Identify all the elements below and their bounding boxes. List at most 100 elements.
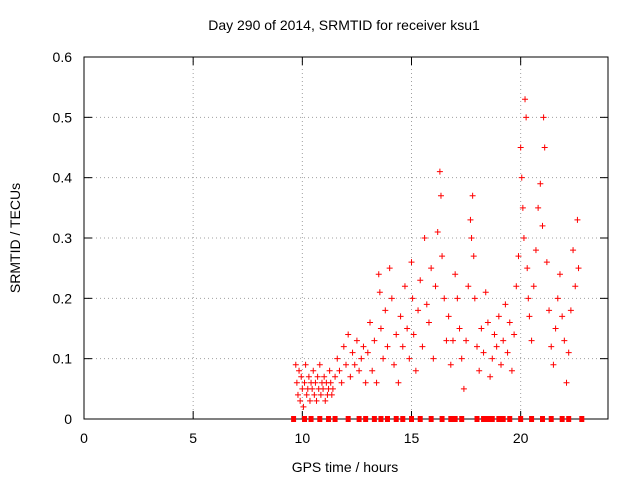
- data-point: [460, 385, 467, 392]
- data-point: [520, 235, 527, 241]
- baseline-marker: [345, 416, 351, 422]
- data-point: [296, 367, 303, 374]
- baseline-marker: [540, 416, 545, 422]
- data-point: [334, 355, 341, 362]
- x-tick-label: 5: [189, 430, 197, 446]
- y-tick-label: 0.2: [53, 290, 73, 306]
- data-point: [556, 271, 563, 278]
- y-tick-label: 0: [64, 411, 72, 427]
- data-point: [332, 373, 339, 380]
- baseline-marker: [452, 416, 458, 422]
- data-point: [441, 295, 448, 302]
- data-point: [302, 361, 309, 368]
- data-point: [404, 325, 411, 332]
- data-point: [428, 265, 435, 272]
- data-point: [474, 343, 480, 350]
- data-point: [506, 319, 513, 326]
- data-point: [456, 325, 463, 332]
- data-point: [559, 313, 566, 320]
- data-point: [478, 325, 485, 332]
- data-point: [388, 295, 395, 302]
- data-point: [409, 295, 416, 302]
- data-point: [395, 379, 402, 386]
- data-point: [393, 331, 400, 338]
- data-point: [328, 391, 335, 398]
- data-point: [292, 361, 299, 368]
- data-point: [310, 367, 317, 374]
- data-point: [508, 367, 515, 374]
- data-point: [301, 379, 308, 386]
- axes: 0 0.1 0.2 0.3 0.4 0.5 0.6 0 5 10 15 20: [53, 49, 608, 446]
- data-point: [364, 349, 371, 356]
- data-point: [550, 361, 557, 368]
- data-point: [443, 337, 450, 344]
- data-point: [525, 295, 532, 302]
- baseline-marker: [378, 416, 384, 422]
- data-point: [463, 337, 470, 344]
- data-point: [358, 355, 365, 362]
- data-point: [338, 379, 345, 386]
- data-point: [326, 367, 333, 374]
- data-point: [401, 283, 408, 290]
- data-point: [540, 114, 547, 121]
- data-point: [491, 331, 498, 338]
- baseline-marker: [489, 416, 495, 422]
- data-point: [305, 373, 312, 380]
- data-point: [537, 180, 544, 187]
- data-point: [362, 379, 369, 386]
- data-point: [465, 283, 472, 290]
- baseline-markers: [291, 416, 585, 422]
- x-tick-label: 10: [295, 430, 311, 446]
- data-point: [336, 367, 343, 374]
- baseline-marker: [371, 416, 377, 422]
- y-axis-label: SRMTID / TECUs: [7, 183, 23, 293]
- baseline-marker: [496, 416, 502, 422]
- data-point: [469, 192, 476, 199]
- data-point: [421, 235, 428, 241]
- data-point: [523, 114, 530, 121]
- data-point: [518, 174, 525, 181]
- data-point: [565, 349, 572, 356]
- data-point: [415, 307, 422, 314]
- data-point: [480, 349, 487, 356]
- data-point: [517, 144, 524, 151]
- baseline-marker: [566, 416, 572, 422]
- data-point: [360, 343, 367, 350]
- baseline-marker: [332, 416, 338, 422]
- data-point: [552, 325, 559, 332]
- data-point: [436, 168, 443, 175]
- data-point: [561, 337, 568, 344]
- y-tick-label: 0.4: [53, 170, 73, 186]
- data-point: [454, 295, 461, 302]
- data-point: [298, 373, 305, 380]
- data-point: [432, 283, 439, 290]
- data-point: [399, 343, 406, 350]
- baseline-marker: [317, 416, 323, 422]
- data-point: [513, 283, 520, 290]
- data-point: [423, 301, 430, 308]
- data-point: [449, 337, 456, 344]
- data-point: [293, 379, 300, 386]
- data-point: [367, 319, 374, 326]
- data-point: [487, 373, 494, 380]
- data-point: [406, 355, 413, 362]
- data-point: [541, 144, 548, 151]
- data-markers: [292, 96, 582, 410]
- baseline-marker: [417, 416, 423, 422]
- data-point: [498, 361, 505, 368]
- data-point: [375, 271, 382, 278]
- baseline-marker: [291, 416, 297, 422]
- baseline-marker: [548, 416, 554, 422]
- data-point: [419, 343, 426, 350]
- data-point: [470, 253, 477, 260]
- data-point: [526, 313, 533, 320]
- data-point: [484, 319, 491, 326]
- data-point: [524, 265, 531, 272]
- data-point: [563, 379, 570, 386]
- data-point: [347, 373, 354, 380]
- baseline-marker: [481, 416, 487, 422]
- x-tick-label: 0: [80, 430, 88, 446]
- baseline-marker: [302, 416, 308, 422]
